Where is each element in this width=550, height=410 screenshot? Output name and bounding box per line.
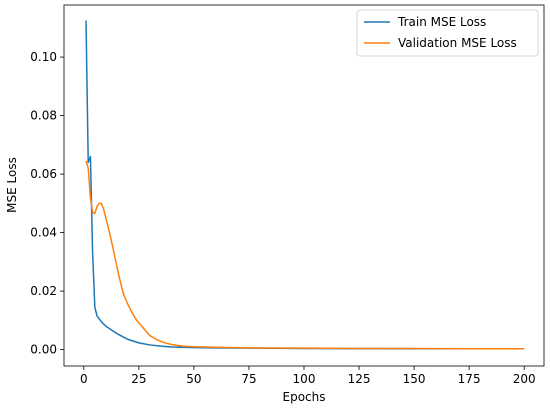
legend-box: [356, 9, 539, 57]
x-axis: 0 25 50 75 100 125 150 175 200: [80, 366, 536, 386]
x-tick-label: 25: [131, 372, 146, 386]
plot-area: [63, 4, 545, 367]
x-tick-label: 150: [403, 372, 426, 386]
plot-frame: [63, 4, 545, 367]
x-tick-label: 125: [348, 372, 371, 386]
x-tick-label: 75: [241, 372, 256, 386]
y-axis-title: MSE Loss: [5, 157, 19, 213]
x-axis-title: Epochs: [283, 390, 326, 404]
x-tick-label: 0: [80, 372, 88, 386]
series-line-2: [85, 160, 525, 350]
y-axis: 0.00 0.02 0.04 0.06 0.08 0.10: [30, 50, 64, 357]
x-tick-label: 50: [186, 372, 201, 386]
legend-label-1: Train MSE Loss: [397, 15, 486, 29]
x-tick-label: 200: [513, 372, 536, 386]
y-tick-label: 0.04: [30, 226, 57, 240]
x-tick-label: 100: [293, 372, 316, 386]
x-tick-label: 175: [458, 372, 481, 386]
legend-label-2: Validation MSE Loss: [398, 36, 517, 50]
y-tick-label: 0.10: [30, 50, 57, 64]
legend: Train MSE Loss Validation MSE Loss: [356, 9, 539, 57]
y-tick-label: 0.00: [30, 343, 57, 357]
y-tick-label: 0.08: [30, 109, 57, 123]
series-line-1: [85, 20, 525, 350]
y-tick-label: 0.02: [30, 284, 57, 298]
y-tick-label: 0.06: [30, 167, 57, 181]
